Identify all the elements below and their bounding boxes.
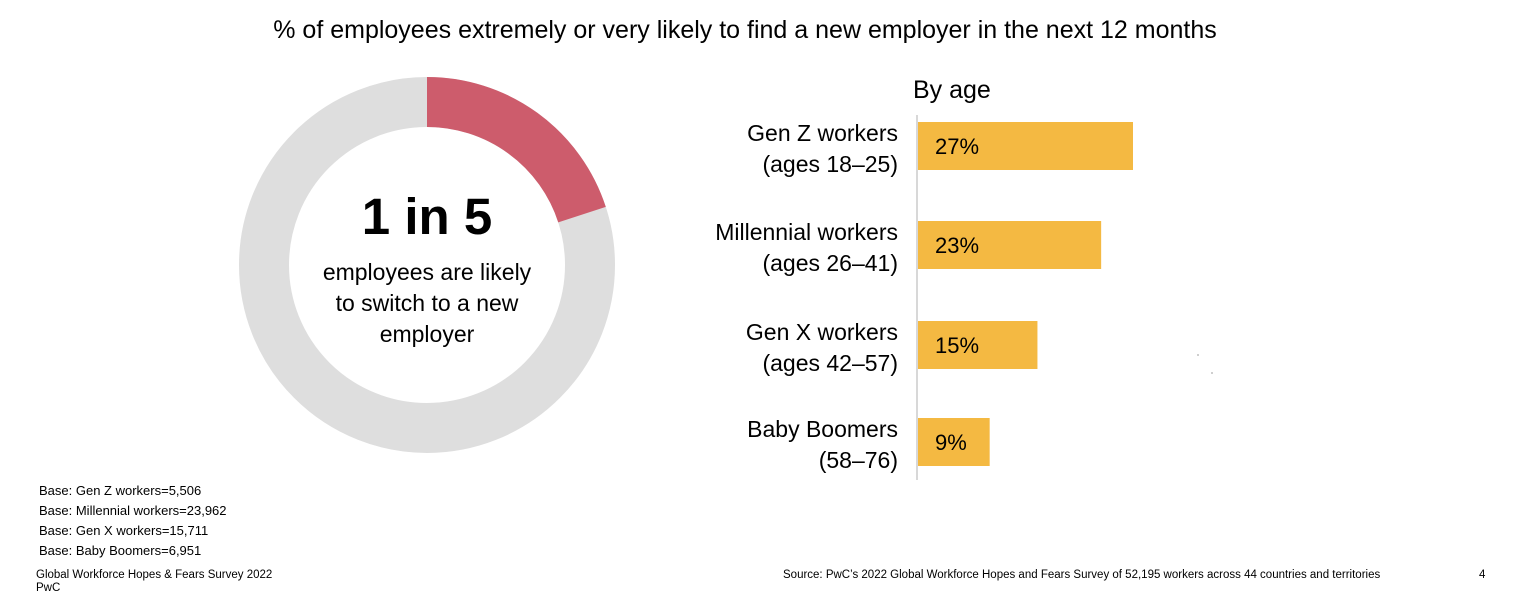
bar-data-label: 15% bbox=[935, 333, 979, 358]
bar-category-label: Gen Z workers bbox=[747, 120, 898, 146]
base-footnotes: Base: Gen Z workers=5,506 Base: Millenni… bbox=[39, 483, 227, 563]
source-note: Source: PwC’s 2022 Global Workforce Hope… bbox=[783, 569, 1381, 581]
bar-category-label: Gen X workers bbox=[746, 319, 898, 345]
base-footnote: Base: Millennial workers=23,962 bbox=[39, 503, 227, 518]
page-number: 4 bbox=[1479, 569, 1486, 581]
bar-data-label: 27% bbox=[935, 134, 979, 159]
donut-chart bbox=[239, 77, 615, 453]
base-footnote: Base: Gen Z workers=5,506 bbox=[39, 483, 202, 498]
donut-text-line: to switch to a new bbox=[335, 290, 519, 316]
donut-segment-switch bbox=[426, 77, 606, 223]
bar bbox=[918, 321, 1038, 369]
bar bbox=[918, 418, 990, 466]
base-footnote: Base: Gen X workers=15,711 bbox=[39, 523, 209, 538]
bar-data-label: 9% bbox=[935, 430, 967, 455]
bar-category-label: Millennial workers bbox=[715, 219, 898, 245]
donut-center-text: employees are likely to switch to a new … bbox=[277, 257, 577, 350]
bar bbox=[918, 122, 1133, 170]
bar-category-label: (ages 18–25) bbox=[762, 151, 898, 177]
bar-category-label: (ages 42–57) bbox=[762, 350, 898, 376]
chart-title: % of employees extremely or very likely … bbox=[273, 16, 1217, 44]
donut-center-stat: 1 in 5 bbox=[361, 188, 493, 245]
survey-publisher: PwC bbox=[36, 582, 61, 594]
base-footnote: Base: Baby Boomers=6,951 bbox=[39, 543, 202, 558]
survey-name: Global Workforce Hopes & Fears Survey 20… bbox=[36, 569, 273, 581]
donut-text-line: employees are likely bbox=[322, 259, 532, 285]
survey-credit: Global Workforce Hopes & Fears Survey 20… bbox=[36, 569, 272, 595]
donut-text-line: employer bbox=[379, 321, 475, 347]
stray-mark bbox=[1211, 372, 1213, 374]
bar-data-label: 23% bbox=[935, 233, 979, 258]
bar-chart: 27% Gen Z workers (ages 18–25) 23% Millennia… bbox=[715, 115, 1133, 480]
bar-category-label: Baby Boomers bbox=[747, 416, 898, 442]
bar-chart-title: By age bbox=[913, 76, 991, 104]
bar bbox=[918, 221, 1102, 269]
bar-category-label: (ages 26–41) bbox=[762, 250, 898, 276]
bar-category-label: (58–76) bbox=[819, 447, 898, 473]
stray-mark bbox=[1197, 354, 1199, 356]
